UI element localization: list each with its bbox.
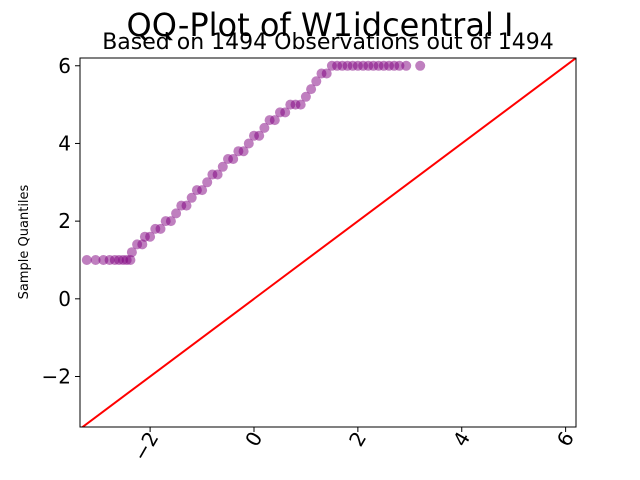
data-point [186,192,197,203]
data-point [295,99,306,110]
x-tick-label: −2 [128,428,164,466]
data-point [217,161,228,172]
y-tick-label: 2 [58,209,71,233]
data-point [254,130,265,141]
data-point [401,60,412,71]
data-point [126,247,137,258]
data-point [197,185,208,196]
y-tick-label: −2 [42,365,71,389]
data-point [300,91,311,102]
data-point [155,223,166,234]
y-tick-label: 0 [58,287,71,311]
chart-subtitle: Based on 1494 Observations out of 1494 [102,30,554,55]
y-tick-label: 4 [58,131,71,155]
data-point [228,154,239,164]
data-point [311,76,322,87]
plot-area-frame [79,57,577,428]
data-point [212,169,223,180]
data-point [125,255,136,265]
x-axis: −2 0 2 4 6 [128,427,579,465]
chart-title: QQ-Plot of W1idcentral I [127,6,514,44]
data-point [202,177,213,188]
data-point [269,115,280,126]
data-point [165,216,176,227]
data-point [81,255,92,265]
data-points-layer [81,60,426,265]
y-axis: −2 0 2 4 6 [42,54,80,389]
data-point [137,239,148,250]
reference-line [80,58,576,427]
data-point [243,138,254,149]
y-axis-label: Sample Quantiles [17,184,32,299]
data-point [321,68,332,79]
y-tick-label: 6 [58,54,71,78]
data-point [171,208,182,219]
data-point [259,122,270,133]
data-point [238,146,249,157]
data-point [90,255,101,265]
data-point [306,84,317,95]
data-point [415,60,426,71]
data-point [145,231,156,242]
data-point [280,107,291,118]
data-point [181,200,192,211]
